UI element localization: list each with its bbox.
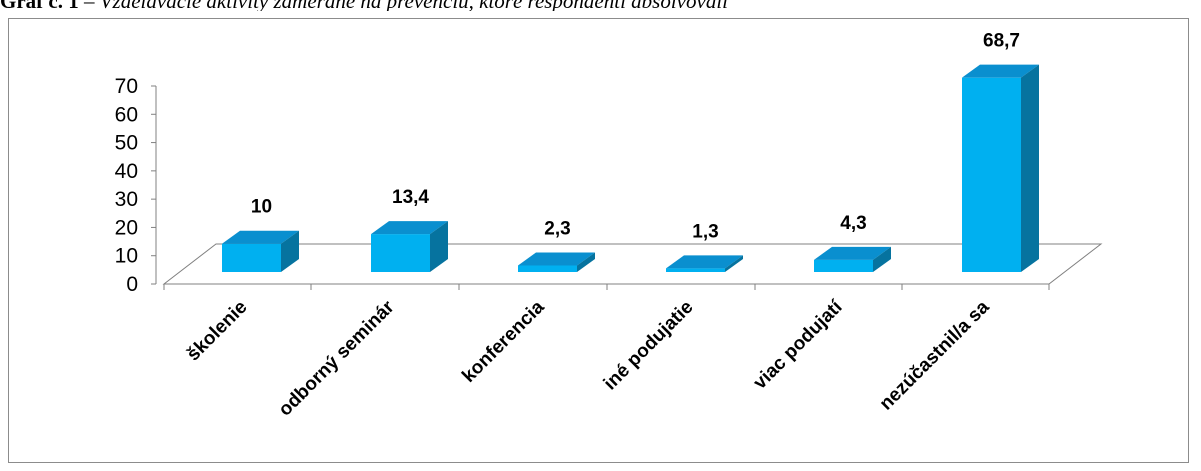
bar-side: [281, 230, 299, 272]
y-tick-label: 70: [115, 75, 138, 98]
y-tick-label: 30: [115, 188, 138, 211]
bar-top: [518, 252, 595, 266]
data-label: 2,3: [544, 218, 570, 239]
bar: [962, 64, 1039, 272]
y-tick-label: 20: [115, 216, 138, 239]
data-label: 1,3: [692, 221, 718, 242]
bar-front: [962, 77, 1021, 272]
bar-side: [1021, 64, 1039, 272]
category-label: nezúčastnil/a sa: [876, 296, 994, 414]
category-label: konferencia: [458, 296, 549, 387]
floor-plane: [162, 243, 1103, 285]
bar-side: [725, 255, 743, 272]
value-axis: 0 10 20 30 40 50 60 70: [115, 75, 1050, 296]
y-tick-label: 10: [115, 245, 138, 268]
chart-floor: [162, 243, 1103, 285]
bar-top: [222, 230, 299, 244]
y-tick-label: 60: [115, 103, 138, 126]
bar-front: [814, 259, 873, 272]
data-label: 10: [251, 197, 272, 218]
bar-top: [814, 246, 891, 260]
caption-text: Vzdelávacie aktivity zamerané na prevenc…: [100, 0, 728, 11]
bar-front: [666, 268, 725, 272]
chart-frame: [8, 18, 1189, 463]
bar-side: [430, 221, 448, 272]
bar-front: [222, 243, 281, 272]
bars: [222, 64, 1039, 272]
bar-top: [962, 64, 1039, 78]
bar: [222, 230, 299, 272]
bar: [518, 252, 595, 272]
bar-top: [371, 221, 448, 235]
data-label: 13,4: [392, 187, 429, 208]
bar-side: [873, 246, 891, 272]
bar: [814, 246, 891, 272]
category-label: iné podujatie: [600, 297, 698, 395]
data-label: 4,3: [840, 213, 866, 234]
category-label: odborný seminár: [275, 296, 399, 420]
category-label: školenie: [183, 297, 252, 366]
bar-front: [371, 234, 430, 272]
y-tick-label: 50: [115, 132, 138, 155]
y-tick-label: 40: [115, 160, 138, 183]
category-label: viac podujatí: [750, 296, 847, 393]
bar-front: [518, 265, 577, 272]
category-axis: školenie odborný seminár konferencia iné po…: [183, 296, 994, 420]
data-labels: 10 13,4 2,3 1,3 4,3 68,7: [251, 31, 1020, 243]
data-label: 68,7: [983, 31, 1020, 52]
bar-top: [666, 255, 743, 269]
bar: [666, 255, 743, 272]
y-tick-label: 0: [126, 273, 138, 296]
chart-caption: Graf č. 1 – Vzdelávacie aktivity zameran…: [0, 0, 1201, 11]
caption-prefix: Graf č. 1: [0, 0, 79, 11]
bar: [371, 221, 448, 272]
bar-side: [577, 252, 595, 272]
